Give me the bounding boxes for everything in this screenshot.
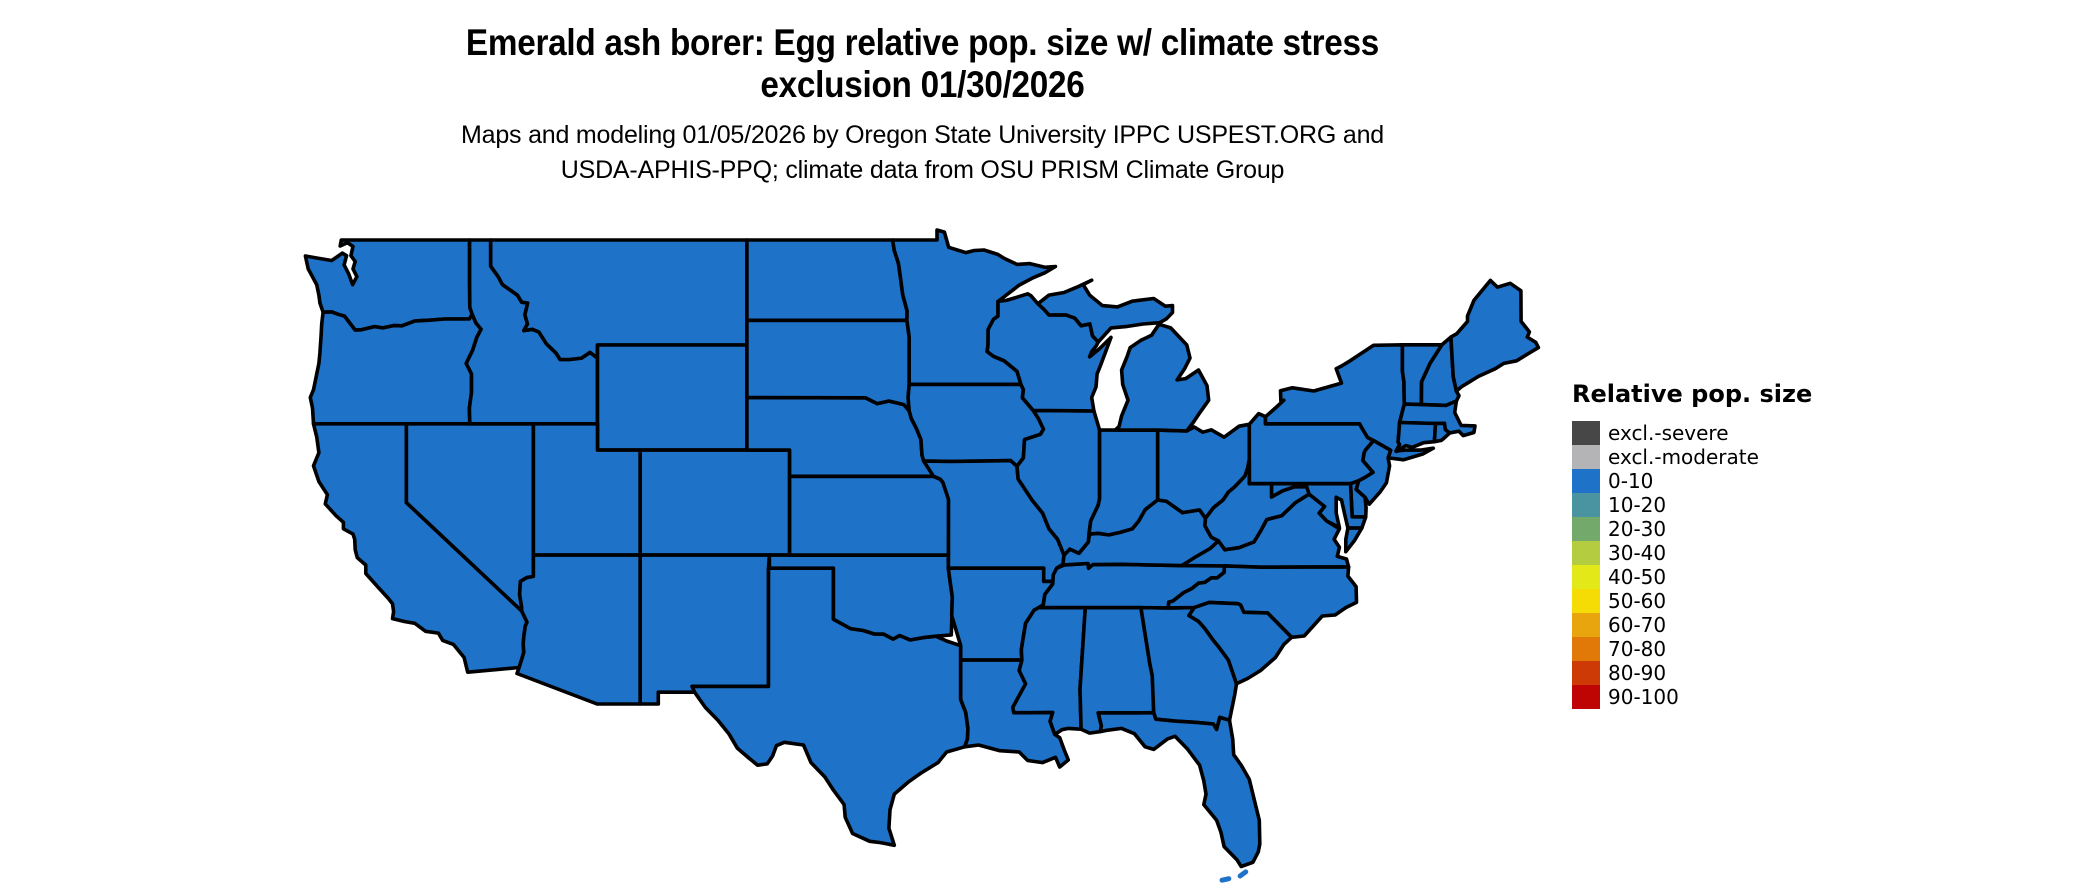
state-az (515, 553, 642, 706)
legend-swatch (1572, 613, 1600, 637)
legend-item: 70-80 (1572, 637, 1872, 661)
figure-subtitle: Maps and modeling 01/05/2026 by Oregon S… (0, 118, 1845, 188)
state-sd (745, 318, 911, 413)
legend-item-label: excl.-severe (1608, 421, 1729, 445)
legend-swatch (1572, 517, 1600, 541)
legend-item: 50-60 (1572, 589, 1872, 613)
legend: Relative pop. size excl.-severe excl.-mod… (1572, 380, 1872, 709)
legend-swatch (1572, 589, 1600, 613)
legend-item-label: 40-50 (1608, 565, 1667, 589)
state-nd (745, 238, 909, 323)
title-line-2: exclusion 01/30/2026 (760, 64, 1085, 105)
legend-item-label: 10-20 (1608, 493, 1667, 517)
state-or (308, 310, 483, 426)
legend-swatch (1572, 661, 1600, 685)
florida-keys (1219, 866, 1253, 883)
legend-item: 60-70 (1572, 613, 1872, 637)
state-ms (1011, 603, 1088, 737)
legend-items: excl.-severe excl.-moderate 0-10 10-20 20-30… (1572, 421, 1872, 709)
legend-item-label: 90-100 (1608, 685, 1679, 709)
state-nm (638, 553, 772, 706)
state-vs (1344, 526, 1364, 554)
legend-swatch (1572, 445, 1600, 469)
legend-item: 90-100 (1572, 685, 1872, 709)
legend-title: Relative pop. size (1572, 380, 1813, 408)
legend-item: 0-10 (1572, 469, 1872, 493)
state-me (1449, 278, 1541, 393)
legend-item-label: 30-40 (1608, 541, 1667, 565)
figure-header: Emerald ash borer: Egg relative pop. siz… (0, 0, 1845, 188)
us-map (303, 228, 1541, 883)
legend-item-label: 20-30 (1608, 517, 1667, 541)
legend-item-label: excl.-moderate (1608, 445, 1759, 469)
legend-item: 10-20 (1572, 493, 1872, 517)
subtitle-line-1: Maps and modeling 01/05/2026 by Oregon S… (461, 121, 1384, 149)
legend-item: 30-40 (1572, 541, 1872, 565)
legend-swatch (1572, 421, 1600, 445)
state-ks (787, 474, 951, 557)
legend-swatch (1572, 469, 1600, 493)
subtitle-line-2: USDA-APHIS-PPQ; climate data from OSU PR… (560, 156, 1285, 184)
figure-title: Emerald ash borer: Egg relative pop. siz… (0, 22, 1845, 106)
state-ri (1432, 421, 1452, 444)
legend-item: excl.-moderate (1572, 445, 1872, 469)
legend-swatch (1572, 541, 1600, 565)
legend-swatch (1572, 685, 1600, 709)
state-fl (1096, 710, 1262, 869)
legend-item: excl.-severe (1572, 421, 1872, 445)
title-line-1: Emerald ash borer: Egg relative pop. siz… (465, 22, 1380, 63)
legend-swatch (1572, 565, 1600, 589)
state-co (638, 448, 792, 557)
legend-item-label: 80-90 (1608, 661, 1667, 685)
legend-item-label: 0-10 (1608, 469, 1654, 493)
legend-item-label: 70-80 (1608, 637, 1667, 661)
state-wy (595, 343, 749, 452)
state-sc (1187, 600, 1294, 686)
legend-item: 40-50 (1572, 565, 1872, 589)
legend-item: 80-90 (1572, 661, 1872, 685)
legend-item: 20-30 (1572, 517, 1872, 541)
legend-item-label: 50-60 (1608, 589, 1667, 613)
legend-swatch (1572, 493, 1600, 517)
state-wi (985, 292, 1113, 413)
state-mi (1113, 322, 1211, 433)
legend-item-label: 60-70 (1608, 613, 1667, 637)
legend-swatch (1572, 637, 1600, 661)
